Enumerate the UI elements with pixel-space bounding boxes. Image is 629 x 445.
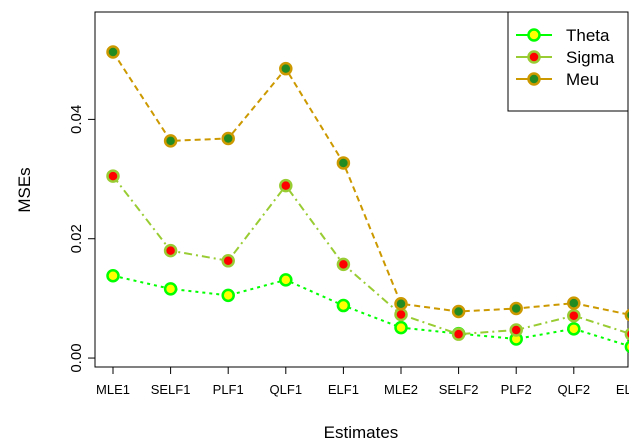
data-point	[221, 131, 235, 146]
data-point	[163, 282, 178, 296]
data-point	[106, 169, 120, 183]
legend-label: Sigma	[566, 48, 615, 67]
series-sigma	[106, 169, 629, 341]
series-line	[112, 51, 629, 316]
legend-marker	[527, 50, 541, 64]
x-tick-label: SELF1	[151, 382, 191, 397]
data-point	[279, 273, 293, 287]
data-point	[509, 301, 523, 316]
data-point	[624, 340, 629, 354]
data-point	[624, 327, 629, 341]
data-point	[394, 297, 408, 311]
data-point	[336, 257, 351, 272]
data-point	[624, 308, 629, 322]
x-tick-label: MLE2	[384, 382, 418, 397]
legend-box	[507, 11, 629, 112]
data-point	[451, 327, 466, 341]
data-point	[567, 322, 581, 336]
data-point	[221, 254, 235, 268]
y-tick-label: 0.00	[68, 343, 85, 372]
y-tick-label: 0.02	[68, 224, 85, 253]
data-point	[336, 298, 351, 313]
data-point	[394, 307, 408, 322]
legend-marker	[527, 28, 541, 42]
x-tick-label: MLE1	[96, 382, 130, 397]
data-point	[394, 320, 408, 335]
y-axis-title: MSEs	[15, 167, 34, 212]
series-line	[112, 175, 629, 336]
data-point	[509, 323, 523, 337]
legend-label: Meu	[566, 70, 599, 89]
x-tick-label: SELF2	[439, 382, 479, 397]
data-point	[221, 288, 235, 303]
x-tick-label: QLF2	[558, 382, 591, 397]
y-tick-label: 0.04	[68, 105, 85, 134]
data-point	[567, 296, 581, 310]
legend-item-theta: Theta	[516, 26, 610, 45]
data-point	[279, 178, 293, 193]
x-axis-title: Estimates	[324, 423, 399, 442]
legend-marker	[527, 72, 541, 86]
data-point	[163, 134, 178, 148]
data-point	[451, 304, 466, 319]
data-point	[336, 156, 351, 170]
series-theta	[106, 268, 629, 354]
y-axis: 0.00 0.02 0.04	[68, 105, 96, 373]
legend-item-meu: Meu	[516, 70, 599, 89]
legend-item-sigma: Sigma	[516, 48, 615, 67]
series-layer	[106, 45, 629, 354]
series-meu	[106, 45, 629, 322]
legend: Theta Sigma Meu	[507, 11, 629, 112]
x-tick-label: PLF1	[213, 382, 244, 397]
data-point	[567, 308, 581, 323]
x-tick-label: ELF2	[616, 382, 629, 397]
series-line	[112, 274, 629, 348]
x-tick-label: QLF1	[270, 382, 303, 397]
x-tick-label: PLF2	[501, 382, 532, 397]
x-tick-label: ELF1	[328, 382, 359, 397]
data-point	[106, 268, 120, 283]
x-axis: MLE1 SELF1 PLF1 QLF1 ELF1 MLE2 SELF2 PLF2 QLF2 EL…	[96, 366, 629, 397]
data-point	[279, 61, 293, 76]
data-point	[163, 243, 178, 258]
data-point	[106, 45, 120, 59]
legend-label: Theta	[566, 26, 610, 45]
